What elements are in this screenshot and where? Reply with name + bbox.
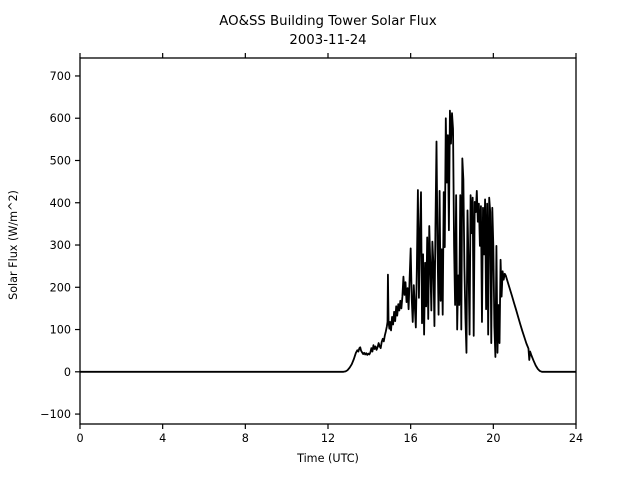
y-tick-label: 500 [50,154,71,167]
chart-title: AO&SS Building Tower Solar Flux [219,14,437,29]
x-tick-label: 8 [242,432,249,445]
x-tick-label: 24 [569,432,583,445]
y-tick-label: 600 [50,112,71,125]
solar-flux-line [80,109,576,373]
x-tick-label: 4 [159,432,166,445]
x-axis-label: Time (UTC) [296,452,359,465]
x-tick-label: 12 [321,432,335,445]
plot-area-box [79,57,577,425]
x-tick-label: 16 [404,432,418,445]
y-tick-label: 400 [50,197,71,210]
y-tick-label: −100 [40,408,71,421]
y-axis-label: Solar Flux (W/m^2) [7,190,20,300]
chart-subtitle: 2003-11-24 [289,33,366,48]
y-tick-label: 200 [50,281,71,294]
y-tick-label: 0 [64,366,71,379]
y-tick-label: 100 [50,324,71,337]
x-tick-label: 20 [486,432,500,445]
y-tick-label: 300 [50,239,71,252]
x-tick-label: 0 [76,432,83,445]
axis-ticks [75,53,577,429]
y-tick-label: 700 [50,70,71,83]
axis-tick-labels: 0 4 8 12 16 20 24 −100 0 100 200 300 400 500 600 700 [40,70,583,445]
